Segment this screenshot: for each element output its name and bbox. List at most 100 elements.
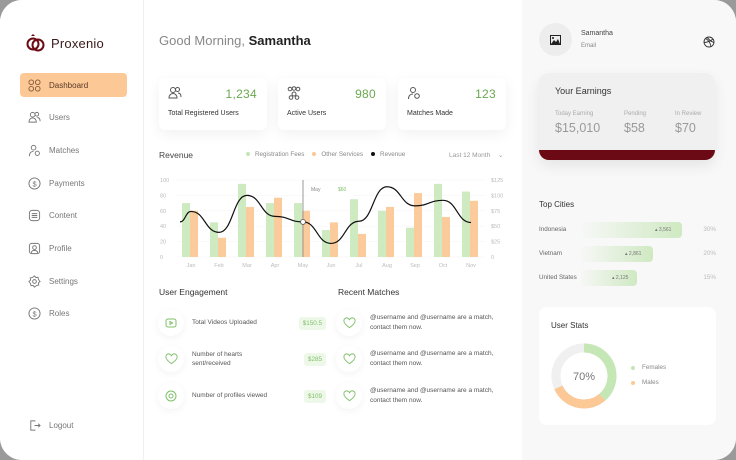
greeting-text: Good Morning, <box>159 33 245 48</box>
sidebar: Proxenio Dashboard Users Matches $ Payme… <box>0 0 144 460</box>
stat-label: Matches Made <box>407 110 453 117</box>
chevron-down-icon: ⌄ <box>498 152 504 159</box>
logout-label: Logout <box>49 421 74 430</box>
stat-card-registered[interactable]: 1,234 Total Registered Users <box>159 78 267 130</box>
user-stats-card: User Stats 70% Females Males <box>539 307 716 425</box>
users-icon <box>168 87 182 99</box>
earnings-accent-bar <box>539 150 715 160</box>
sidebar-item-label: Roles <box>49 309 70 319</box>
dollar-icon: $ <box>28 307 41 320</box>
sidebar-item-label: Users <box>49 113 70 123</box>
svg-text:0: 0 <box>491 255 494 261</box>
dribbble-icon[interactable] <box>703 36 715 48</box>
matches-icon <box>408 87 420 100</box>
heart-icon <box>336 346 362 372</box>
sidebar-item-settings[interactable]: Settings <box>20 269 127 293</box>
engagement-value: $150.5 <box>298 316 326 330</box>
profile-block[interactable]: Samantha Email <box>539 23 613 56</box>
legend-males: Males <box>631 379 659 386</box>
revenue-title: Revenue <box>159 150 194 160</box>
matches-icon <box>28 144 40 156</box>
sidebar-item-label: Settings <box>49 276 78 286</box>
sidebar-nav: Dashboard Users Matches $ Payments Conte… <box>20 73 127 335</box>
rings-logo-icon <box>26 34 45 52</box>
avatar[interactable] <box>539 23 572 56</box>
stat-label: Active Users <box>287 110 327 117</box>
heart-icon <box>158 346 184 372</box>
group-icon <box>287 86 301 100</box>
earning-today: Today Earning $15,010 <box>555 111 601 135</box>
sidebar-item-users[interactable]: Users <box>20 106 127 130</box>
period-dropdown[interactable]: Last 12 Month ⌄ <box>449 152 504 159</box>
engagement-row: Total Videos Uploaded $150.5 <box>158 309 330 337</box>
stat-card-matches[interactable]: 123 Matches Made <box>398 78 506 130</box>
svg-text:May: May <box>298 263 309 269</box>
earnings-card: Your Earnings Today Earning $15,010 Pend… <box>539 73 715 160</box>
app-name: Proxenio <box>51 35 104 51</box>
sidebar-item-matches[interactable]: Matches <box>20 138 127 162</box>
sidebar-item-profile[interactable]: Profile <box>20 236 127 260</box>
svg-text:$50: $50 <box>491 224 500 230</box>
top-cities-title: Top Cities <box>539 200 575 209</box>
svg-text:$75: $75 <box>491 209 500 215</box>
svg-text:$25: $25 <box>491 240 500 246</box>
svg-text:40: 40 <box>160 224 166 230</box>
users-icon <box>28 112 41 123</box>
match-item[interactable]: @username and @username are a match, con… <box>336 381 508 411</box>
earning-in-review: In Review $70 <box>675 111 702 135</box>
dashboard-icon <box>28 78 41 92</box>
user-stats-donut[interactable]: 70% <box>551 343 617 409</box>
svg-text:$: $ <box>32 179 36 188</box>
stat-card-active[interactable]: 980 Active Users <box>278 78 386 130</box>
city-bar <box>579 246 653 262</box>
legend-revenue: Revenue <box>371 151 405 158</box>
user-stats-title: User Stats <box>551 321 589 330</box>
svg-text:80: 80 <box>160 193 166 199</box>
greeting-user: Samantha <box>248 33 311 48</box>
engagement-value: $285 <box>303 352 326 366</box>
match-item[interactable]: @username and @username are a match, con… <box>336 308 508 338</box>
sidebar-item-label: Payments <box>49 178 85 188</box>
match-item[interactable]: @username and @username are a match, con… <box>336 344 508 374</box>
eye-icon <box>158 383 184 409</box>
earning-pending: Pending $58 <box>624 111 647 135</box>
city-count: ▴ 2,861 <box>625 251 642 257</box>
sidebar-item-label: Dashboard <box>49 80 89 90</box>
logout-icon <box>30 420 41 431</box>
svg-text:Sep: Sep <box>410 263 420 269</box>
engagement-row: Number of profiles viewed $109 <box>158 382 330 410</box>
svg-text:Aug: Aug <box>382 263 392 269</box>
revenue-chart[interactable]: 0 0 20 $25 40 $50 60 $75 80 $100 100 $125 Jan Feb Mar A… <box>155 172 515 272</box>
logout-button[interactable]: Logout <box>28 419 73 432</box>
city-row: Indonesia ▴ 3,561 30% <box>539 222 719 238</box>
city-row: United States ▴ 2,125 15% <box>539 270 719 286</box>
logo[interactable]: Proxenio <box>26 33 104 53</box>
building-icon: ▴ <box>655 227 658 233</box>
svg-text:0: 0 <box>160 255 163 261</box>
svg-text:100: 100 <box>160 178 169 184</box>
svg-text:Feb: Feb <box>214 263 223 269</box>
sidebar-item-payments[interactable]: $ Payments <box>20 171 127 195</box>
engagement-value: $109 <box>303 389 326 403</box>
city-bar <box>579 222 682 238</box>
stat-value: 980 <box>355 87 376 101</box>
sidebar-item-content[interactable]: Content <box>20 204 127 228</box>
svg-text:Jul: Jul <box>355 263 362 269</box>
profile-icon <box>28 242 41 255</box>
svg-text:$: $ <box>32 310 36 319</box>
dollar-icon: $ <box>28 177 41 190</box>
svg-text:Oct: Oct <box>439 263 448 269</box>
svg-text:Mar: Mar <box>242 263 252 269</box>
city-bar <box>579 270 637 286</box>
sidebar-item-roles[interactable]: $ Roles <box>20 302 127 326</box>
svg-text:Apr: Apr <box>271 263 280 269</box>
svg-text:70%: 70% <box>573 371 595 383</box>
svg-text:$125: $125 <box>491 178 503 184</box>
engagement-title: User Engagement <box>159 287 228 297</box>
svg-text:Jun: Jun <box>327 263 336 269</box>
sidebar-item-dashboard[interactable]: Dashboard <box>20 73 127 97</box>
svg-text:20: 20 <box>160 240 166 246</box>
profile-name: Samantha <box>581 30 613 37</box>
page-title: Good Morning, Samantha <box>159 33 311 48</box>
